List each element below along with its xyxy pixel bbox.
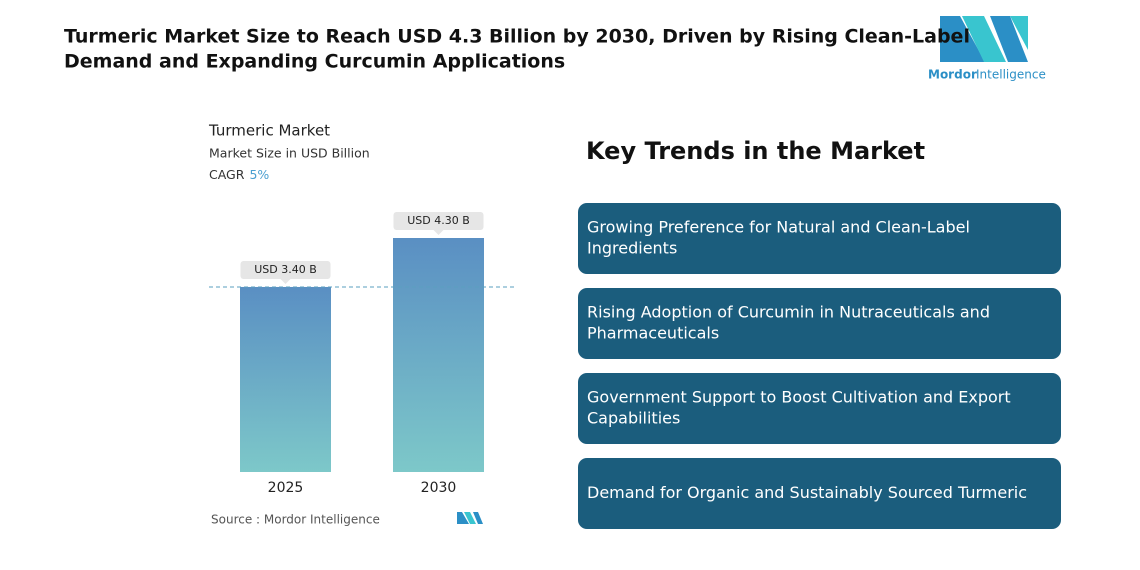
cagr: CAGR 5%: [209, 167, 269, 182]
trends-title: Key Trends in the Market: [586, 137, 925, 165]
value-label-bg: [240, 260, 331, 279]
trend-box: [578, 373, 1061, 444]
trend-text: Capabilities: [587, 409, 680, 428]
x-tick-label: 2030: [421, 480, 457, 496]
logo-text: Intelligence: [976, 68, 1046, 82]
chart-title: Turmeric Market: [208, 122, 330, 140]
value-label-pointer: [280, 278, 291, 284]
trend-text: Ingredients: [587, 239, 677, 258]
source: Source : Mordor Intelligence: [211, 513, 380, 527]
logo-mark: [940, 16, 1028, 62]
trend-text: Rising Adoption of Curcumin in Nutraceut…: [587, 303, 990, 322]
trend-box: [578, 203, 1061, 274]
trend-text: Demand for Organic and Sustainably Sourc…: [587, 483, 1027, 502]
logo-text: Mordor: [928, 68, 977, 82]
value-label-pointer: [433, 230, 444, 235]
page-title: Turmeric Market Size to Reach USD 4.3 Bi…: [64, 26, 970, 48]
value-label: USD 4.30 B: [407, 214, 470, 227]
value-label: USD 3.40 B: [254, 263, 317, 276]
trend-text: Growing Preference for Natural and Clean…: [587, 218, 970, 237]
bar: [393, 238, 484, 472]
cagr-label: CAGR: [209, 167, 245, 182]
chart-subtitle: Market Size in USD Billion: [209, 146, 370, 161]
cagr-value: 5%: [249, 167, 269, 182]
page-title: Demand and Expanding Curcumin Applicatio…: [64, 51, 565, 73]
value-label-bg: [393, 212, 484, 230]
trend-box: [578, 458, 1061, 529]
bar: [240, 286, 331, 472]
trend-text: Government Support to Boost Cultivation …: [587, 388, 1011, 407]
trend-box: [578, 288, 1061, 359]
x-tick-label: 2025: [268, 480, 304, 496]
source-logo: [457, 512, 483, 524]
trend-text: Pharmaceuticals: [587, 324, 719, 343]
